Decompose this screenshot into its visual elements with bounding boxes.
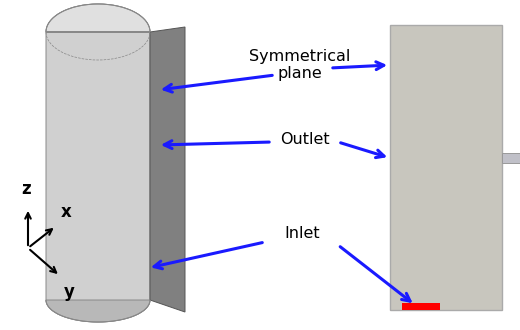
Text: z: z	[21, 180, 31, 198]
Text: Outlet: Outlet	[280, 131, 330, 147]
Text: x: x	[61, 203, 72, 221]
Bar	[390, 25, 502, 310]
Bar	[502, 153, 520, 163]
Bar	[402, 303, 440, 310]
Polygon shape	[46, 300, 150, 322]
Text: Symmetrical
plane: Symmetrical plane	[249, 49, 350, 81]
Text: y: y	[64, 283, 75, 301]
Polygon shape	[150, 27, 185, 312]
Text: Inlet: Inlet	[284, 226, 320, 242]
Polygon shape	[46, 4, 150, 322]
Polygon shape	[46, 4, 150, 32]
